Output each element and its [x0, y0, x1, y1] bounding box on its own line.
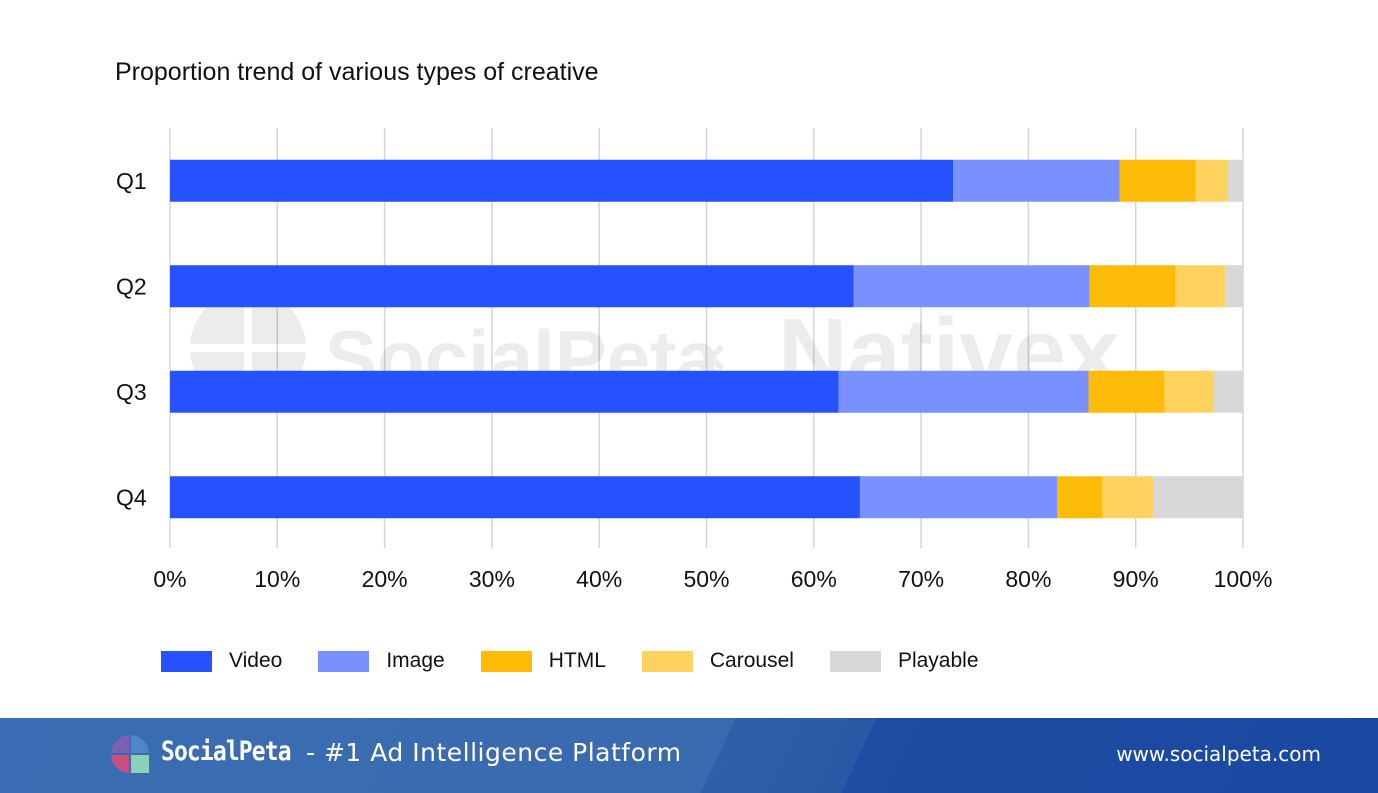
legend: Video Image HTML Carousel Playable — [161, 646, 1015, 676]
legend-item-image: Image — [318, 649, 445, 673]
x-tick-label: 90% — [1113, 566, 1159, 592]
category-label: Q3 — [116, 379, 147, 405]
footer-brand: SocialPeta — [161, 736, 292, 767]
footer-banner: SocialPeta - #1 Ad Intelligence Platform… — [0, 718, 1378, 793]
category-label: Q2 — [116, 273, 147, 299]
socialpeta-logo-icon — [111, 735, 149, 773]
legend-item-playable: Playable — [829, 649, 979, 673]
x-tick-label: 20% — [362, 566, 408, 592]
x-tick-label: 0% — [153, 566, 186, 592]
bar-image-q4 — [859, 476, 1058, 519]
legend-swatch — [641, 650, 693, 672]
y-axis-category-labels: Q1 Q2 Q3 Q4 — [116, 168, 147, 511]
legend-label: Playable — [897, 649, 979, 672]
legend-swatch — [318, 650, 370, 672]
category-label: Q1 — [116, 168, 147, 194]
legend-swatch — [161, 650, 212, 672]
legend-label: HTML — [548, 649, 606, 672]
bar-carousel-q3 — [1164, 370, 1215, 413]
bar-carousel-q2 — [1175, 265, 1226, 308]
bar-video-q1 — [170, 159, 954, 202]
bar-image-q1 — [953, 159, 1120, 202]
x-tick-label: 100% — [1214, 566, 1273, 592]
bar-image-q3 — [838, 370, 1089, 413]
category-label: Q4 — [116, 484, 147, 510]
bar-carousel-q4 — [1102, 476, 1154, 519]
bar-playable-q4 — [1153, 476, 1243, 519]
legend-item-carousel: Carousel — [641, 649, 794, 673]
legend-label: Image — [386, 649, 445, 672]
legend-item-html: HTML — [480, 649, 606, 673]
bar-html-q4 — [1057, 476, 1103, 519]
bar-video-q4 — [170, 476, 860, 519]
bar-video-q2 — [170, 265, 854, 308]
legend-swatch — [480, 650, 532, 672]
x-axis-tick-labels: 0% 10% 20% 30% 40% 50% 60% 70% 80% 90% 100% — [153, 566, 1272, 592]
legend-item-video: Video — [161, 649, 282, 673]
bar-carousel-q1 — [1195, 159, 1228, 202]
x-tick-label: 50% — [683, 566, 729, 592]
legend-swatch — [829, 650, 881, 672]
legend-label: Carousel — [709, 649, 794, 672]
bar-html-q1 — [1119, 159, 1196, 202]
chart-plot: SocialPeta × Nativex 0% 10% 20% 30% 40% 50% 60… — [116, 128, 1272, 592]
footer-url-link[interactable]: www.socialpeta.com — [1116, 742, 1321, 766]
chart-title: Proportion trend of various types of cre… — [115, 58, 599, 86]
bar-playable-q3 — [1214, 370, 1243, 413]
bar-html-q3 — [1088, 370, 1165, 413]
x-tick-label: 30% — [469, 566, 515, 592]
x-tick-label: 60% — [791, 566, 837, 592]
bar-image-q2 — [853, 265, 1090, 308]
x-tick-label: 10% — [254, 566, 300, 592]
bars — [170, 159, 1243, 519]
bar-html-q2 — [1089, 265, 1176, 308]
x-tick-label: 70% — [898, 566, 944, 592]
bar-video-q3 — [170, 370, 839, 413]
footer-tagline: - #1 Ad Intelligence Platform — [306, 738, 682, 767]
bar-playable-q1 — [1227, 159, 1243, 202]
x-tick-label: 40% — [576, 566, 622, 592]
x-tick-label: 80% — [1005, 566, 1051, 592]
legend-label: Video — [229, 649, 283, 672]
bar-playable-q2 — [1225, 265, 1243, 308]
